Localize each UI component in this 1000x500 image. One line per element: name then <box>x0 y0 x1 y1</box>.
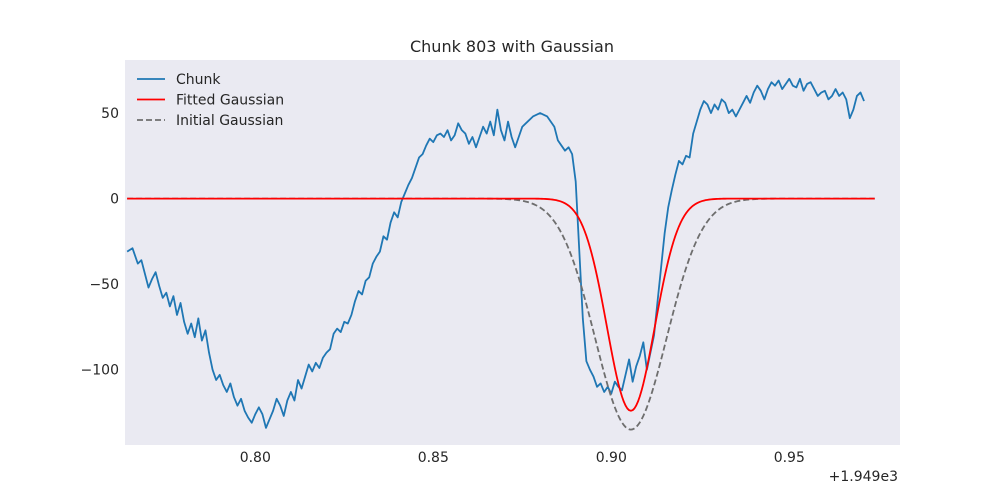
x-axis-offset-label: +1.949e3 <box>829 469 898 485</box>
y-axis: 50 0 −50 −100 <box>81 106 119 379</box>
chart-title: Chunk 803 with Gaussian <box>410 37 614 56</box>
legend: Chunk Fitted Gaussian Initial Gaussian <box>137 72 284 129</box>
x-tick-label: 0.80 <box>240 450 271 466</box>
y-tick-label: 0 <box>110 192 119 208</box>
x-tick-label: 0.95 <box>774 450 805 466</box>
legend-label: Chunk <box>176 72 221 88</box>
x-tick-label: 0.90 <box>596 450 627 466</box>
x-axis: 0.80 0.85 0.90 0.95 <box>240 450 805 466</box>
series-layer <box>126 77 875 431</box>
x-tick-label: 0.85 <box>418 450 449 466</box>
legend-label: Initial Gaussian <box>176 113 283 129</box>
legend-label: Fitted Gaussian <box>176 93 284 109</box>
plot-area <box>125 60 900 445</box>
y-tick-label: −50 <box>89 277 119 293</box>
y-tick-label: −100 <box>81 363 119 379</box>
y-tick-label: 50 <box>101 106 119 122</box>
series-line-chunk <box>126 77 865 429</box>
series-line-fitted-gaussian <box>127 197 875 412</box>
